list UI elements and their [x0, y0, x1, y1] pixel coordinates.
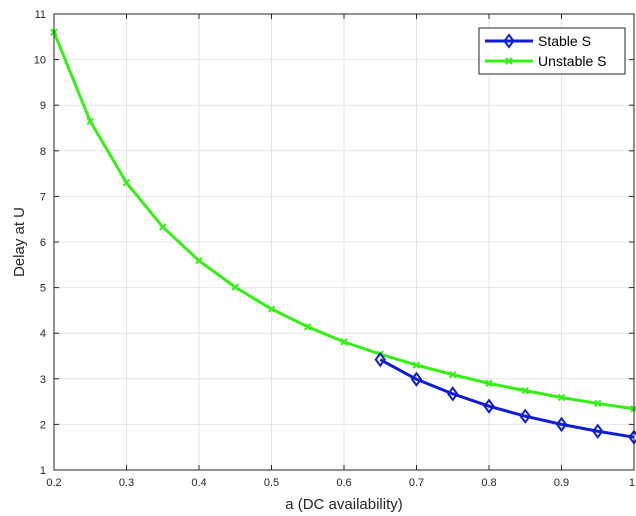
legend-box: [478, 27, 626, 75]
y-tick-label: 3: [40, 374, 46, 386]
x-marker-stroke: [86, 117, 94, 125]
x-marker-stroke: [449, 370, 457, 379]
y-tick-label: 4: [40, 328, 46, 340]
x-marker: [557, 393, 566, 402]
diamond-marker: [410, 371, 423, 387]
x-tick-label: 0.2: [46, 477, 61, 489]
x-marker-stroke: [304, 323, 312, 331]
x-marker: [594, 399, 602, 408]
x-marker: [86, 117, 94, 125]
y-tick-label: 1: [40, 465, 46, 477]
x-marker: [304, 323, 312, 331]
legend-entry: Stable S: [485, 33, 591, 49]
x-marker-stroke: [340, 338, 348, 346]
y-tick-label: 6: [40, 237, 46, 249]
x-tick-label: 0.4: [191, 477, 206, 489]
x-tick-label: 0.8: [481, 477, 496, 489]
diamond-marker: [592, 423, 604, 439]
diamond-marker: [483, 398, 495, 414]
legend-entry: Unstable S: [485, 53, 606, 69]
series-stable-s: [374, 351, 636, 445]
x-marker-stroke: [521, 386, 529, 395]
x-marker-stroke: [505, 57, 513, 65]
x-marker: [521, 386, 529, 395]
x-marker: [340, 338, 348, 346]
x-marker-stroke: [412, 361, 421, 369]
x-marker-stroke: [485, 379, 493, 388]
x-marker: [195, 256, 203, 265]
legend-label: Stable S: [538, 33, 591, 49]
x-marker-stroke: [231, 283, 239, 291]
y-tick-label: 11: [35, 9, 46, 21]
x-marker: [267, 305, 276, 313]
x-axis-ticks: 0.2 0.3 0.4 0.5 0.6 0.7 0.8 0.9 1: [46, 14, 635, 489]
x-marker: [122, 179, 131, 187]
x-tick-label: 0.5: [264, 477, 279, 489]
x-tick-label: 0.6: [336, 477, 351, 489]
diamond-marker: [447, 386, 459, 402]
x-axis-label: a (DC availability): [285, 496, 403, 513]
x-marker-stroke: [557, 393, 566, 402]
x-marker: [231, 283, 239, 291]
y-tick-label: 8: [40, 146, 46, 158]
x-marker-stroke: [267, 305, 276, 313]
plot-border: [53, 13, 635, 471]
x-marker-stroke: [122, 179, 131, 187]
y-tick-label: 2: [40, 419, 46, 431]
diamond-marker: [503, 33, 515, 49]
diamond-marker: [519, 408, 531, 424]
x-marker: [485, 379, 493, 388]
x-marker: [412, 361, 421, 369]
y-tick-label: 10: [34, 55, 46, 67]
y-axis-label: Delay at U: [11, 207, 28, 277]
legend-label: Unstable S: [538, 53, 606, 69]
diamond-marker: [374, 351, 386, 368]
y-tick-label: 9: [40, 100, 46, 112]
x-marker-stroke: [195, 256, 203, 265]
y-tick-label: 5: [40, 283, 46, 295]
y-axis-ticks: 1 2 3 4 5 6 7 8 9 10 11: [34, 9, 634, 477]
y-tick-label: 7: [40, 191, 46, 203]
x-marker-stroke: [159, 223, 167, 231]
x-tick-label: 0.7: [409, 477, 424, 489]
legend: Stable S Unstable S: [478, 27, 626, 75]
x-tick-label: 1: [629, 477, 635, 489]
x-tick-label: 0.3: [119, 477, 134, 489]
x-marker: [505, 57, 513, 65]
series-group: [50, 28, 636, 445]
x-marker: [449, 370, 457, 379]
x-marker-stroke: [594, 399, 602, 408]
series-line: [379, 358, 635, 439]
x-tick-label: 0.9: [554, 477, 569, 489]
x-marker: [159, 223, 167, 231]
diamond-marker: [555, 416, 568, 433]
